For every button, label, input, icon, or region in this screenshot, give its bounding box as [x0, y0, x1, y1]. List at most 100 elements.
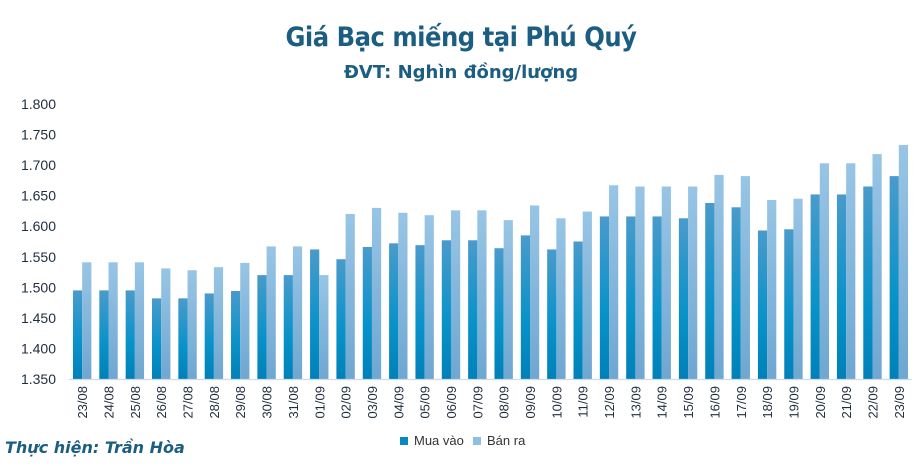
- y-tick-label: 1.350: [21, 371, 56, 387]
- bar-ban-ra: [108, 262, 118, 379]
- bar-ban-ra: [714, 174, 724, 379]
- x-tick-label: 23/08: [75, 386, 90, 419]
- bar-ban-ra: [661, 186, 671, 379]
- x-tick-label: 29/08: [233, 386, 248, 419]
- x-tick-label: 18/09: [760, 386, 775, 419]
- bar-mua-vao: [784, 229, 794, 379]
- y-tick-label: 1.750: [21, 127, 56, 143]
- bar-ban-ra: [793, 198, 803, 379]
- bar-ban-ra: [688, 186, 698, 379]
- x-tick-label: 15/09: [681, 386, 696, 419]
- bar-ban-ra: [292, 246, 303, 379]
- bar-ban-ra: [240, 262, 250, 379]
- bar-mua-vao: [468, 240, 478, 379]
- x-tick-label: 16/09: [707, 386, 722, 419]
- bar-ban-ra: [767, 199, 777, 379]
- bar-mua-vao: [626, 216, 636, 379]
- bar-ban-ra: [503, 220, 513, 379]
- bar-ban-ra: [609, 185, 619, 379]
- bar-mua-vao: [757, 230, 768, 379]
- x-tick-label: 08/09: [497, 386, 512, 419]
- bar-mua-vao: [231, 291, 241, 379]
- bar-ban-ra: [424, 215, 434, 379]
- y-tick-label: 1.450: [21, 310, 56, 326]
- y-tick-label: 1.700: [21, 157, 56, 173]
- x-tick-label: 07/09: [470, 386, 485, 419]
- bar-ban-ra: [161, 268, 171, 379]
- bar-mua-vao: [547, 249, 557, 379]
- bar-ban-ra: [371, 207, 382, 379]
- bar-mua-vao: [336, 259, 346, 379]
- bar-mua-vao: [810, 194, 820, 379]
- bar-ban-ra: [82, 262, 92, 379]
- y-tick-label: 1.550: [21, 249, 56, 265]
- x-tick-label: 31/08: [286, 386, 301, 419]
- bar-mua-vao: [178, 298, 188, 379]
- x-tick-label: 02/09: [339, 386, 354, 419]
- bar-mua-vao: [678, 218, 689, 379]
- legend-label: Bán ra: [487, 433, 526, 448]
- bar-ban-ra: [530, 205, 540, 379]
- bar-ban-ra: [477, 210, 487, 379]
- bar-ban-ra: [898, 144, 909, 379]
- bar-ban-ra: [398, 212, 408, 379]
- legend-label: Mua vào: [414, 433, 464, 448]
- bar-mua-vao: [362, 247, 372, 379]
- x-tick-label: 05/09: [418, 386, 433, 419]
- bar-mua-vao: [573, 241, 583, 379]
- bar-ban-ra: [819, 163, 829, 379]
- bar-mua-vao: [72, 290, 83, 379]
- legend-swatch: [473, 437, 481, 445]
- bar-mua-vao: [310, 249, 320, 379]
- bar-ban-ra: [872, 154, 882, 379]
- bar-mua-vao: [283, 275, 293, 379]
- bar-mua-vao: [415, 245, 425, 379]
- bar-mua-vao: [125, 290, 135, 379]
- x-tick-label: 17/09: [734, 386, 749, 419]
- x-tick-label: 01/09: [312, 386, 327, 419]
- x-tick-label: 25/08: [128, 386, 143, 419]
- x-tick-label: 12/09: [602, 386, 617, 419]
- bar-ban-ra: [134, 262, 145, 379]
- bar-mua-vao: [863, 186, 873, 379]
- bar-ban-ra: [213, 267, 224, 379]
- bar-ban-ra: [635, 186, 645, 379]
- bar-mua-vao: [520, 235, 531, 379]
- x-tick-label: 11/09: [576, 386, 591, 418]
- x-tick-label: 06/09: [444, 386, 459, 419]
- bar-mua-vao: [836, 194, 847, 379]
- bar-ban-ra: [740, 176, 750, 379]
- y-tick-label: 1.800: [21, 96, 56, 112]
- x-tick-label: 14/09: [655, 386, 670, 419]
- x-tick-label: 09/09: [523, 386, 538, 419]
- x-tick-label: 20/09: [813, 386, 828, 419]
- chart-title: Giá Bạc miếng tại Phú Quý: [285, 22, 637, 53]
- bar-mua-vao: [257, 275, 267, 379]
- bar-mua-vao: [494, 248, 504, 379]
- bar-mua-vao: [441, 240, 451, 379]
- chart-subtitle: ĐVT: Nghìn đồng/lượng: [343, 62, 579, 83]
- bar-mua-vao: [705, 203, 715, 379]
- bar-ban-ra: [319, 275, 329, 379]
- x-tick-label: 28/08: [207, 386, 222, 419]
- x-tick-label: 23/09: [892, 386, 907, 419]
- bar-mua-vao: [599, 216, 610, 379]
- bar-mua-vao: [652, 216, 662, 379]
- legend-swatch: [400, 437, 408, 445]
- x-tick-label: 04/09: [391, 386, 406, 419]
- y-tick-label: 1.650: [21, 188, 56, 204]
- bar-mua-vao: [204, 293, 214, 379]
- bar-ban-ra: [345, 214, 355, 379]
- x-tick-label: 30/08: [260, 386, 275, 419]
- credit-text: Thực hiện: Trần Hòa: [5, 438, 185, 457]
- x-tick-label: 03/09: [365, 386, 380, 419]
- x-tick-label: 19/09: [786, 386, 801, 419]
- y-tick-label: 1.500: [21, 279, 56, 295]
- y-tick-label: 1.600: [21, 218, 56, 234]
- bar-ban-ra: [266, 246, 276, 379]
- x-tick-label: 10/09: [549, 386, 564, 419]
- x-tick-label: 24/08: [102, 386, 117, 419]
- x-tick-label: 22/09: [865, 386, 880, 419]
- bar-ban-ra: [450, 210, 461, 379]
